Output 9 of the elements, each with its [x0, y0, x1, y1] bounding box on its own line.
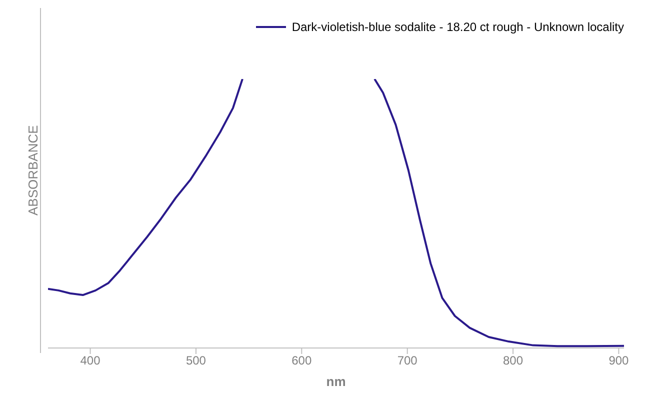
x-tick-label: 500 [186, 354, 206, 368]
y-axis-title: ABSORBANCE [26, 125, 40, 216]
x-tick-label: 700 [397, 354, 418, 368]
x-axis-title: nm [326, 374, 346, 389]
x-tick-label: 600 [292, 354, 312, 368]
x-tick-label: 400 [80, 354, 101, 368]
x-tick-label: 900 [608, 354, 630, 368]
legend-label: Dark-violetish-blue sodalite - 18.20 ct rough - Unknown locality [292, 20, 624, 34]
x-tick-label: 800 [503, 354, 524, 368]
